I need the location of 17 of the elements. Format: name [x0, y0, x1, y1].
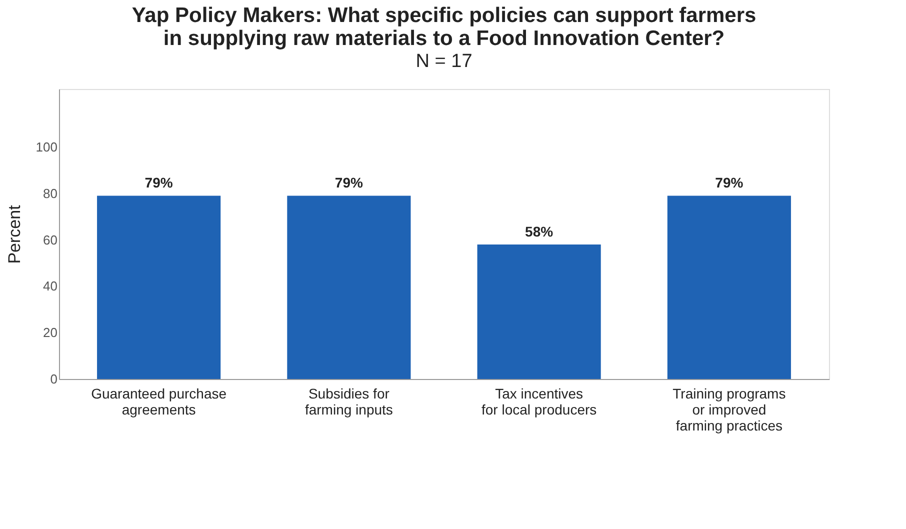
chart-title: Yap Policy Makers: What specific policies can support farmers in supplying raw materials to a Food Innovation Center? — [132, 4, 756, 50]
y-tick-label: 20 — [43, 325, 58, 340]
y-tick-label: 80 — [43, 186, 58, 201]
data-label: 79% — [334, 174, 364, 191]
x-tick-label: Training programs or improved farming practices — [672, 386, 786, 434]
y-tick-label: 60 — [43, 232, 58, 248]
y-tick-label: 100 — [36, 140, 58, 154]
y-tick-label: 40 — [43, 278, 58, 294]
data-label: 79% — [144, 174, 174, 191]
x-tick-label: Tax incentives for local producers — [481, 386, 597, 418]
x-tick-label: Guaranteed purchase agreements — [91, 386, 227, 418]
x-tick-label: Subsidies for farming inputs — [304, 386, 393, 418]
data-label: 79% — [715, 174, 744, 191]
y-tick-label: 0 — [50, 372, 58, 386]
data-label: 58% — [525, 223, 554, 240]
y-axis-title: Percent — [4, 204, 24, 264]
chart-subtitle: N = 17 — [416, 51, 472, 72]
